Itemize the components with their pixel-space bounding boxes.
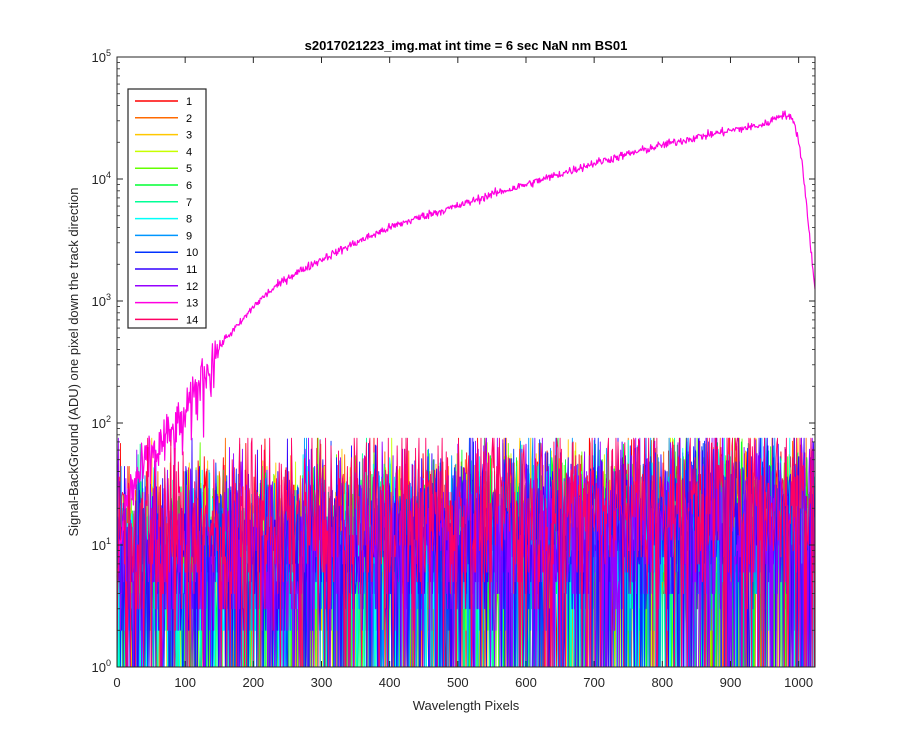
legend-label-8: 8 (186, 214, 192, 226)
x-tick-label: 800 (651, 675, 673, 690)
legend-label-3: 3 (186, 130, 192, 142)
y-tick-label: 102 (92, 414, 111, 431)
x-tick-label: 0 (113, 675, 120, 690)
y-tick-label: 105 (92, 48, 111, 65)
x-tick-label: 700 (583, 675, 605, 690)
series-line-14 (116, 437, 816, 668)
x-tick-label: 200 (242, 675, 264, 690)
series-line-13 (116, 110, 816, 577)
x-tick-label: 900 (720, 675, 742, 690)
y-tick-label: 103 (92, 292, 111, 309)
x-tick-label: 100 (174, 675, 196, 690)
x-tick-label: 500 (447, 675, 469, 690)
legend-label-2: 2 (186, 113, 192, 125)
x-tick-label: 600 (515, 675, 537, 690)
series-layer (116, 110, 816, 668)
legend-label-6: 6 (186, 180, 192, 192)
x-tick-label: 300 (311, 675, 333, 690)
ticks-layer: 0 100 200 300 400 500 600 700 800 900 100010010110… (92, 48, 815, 690)
legend-label-14: 14 (186, 314, 198, 326)
y-tick-label: 101 (92, 536, 111, 553)
x-axis-title: Wavelength Pixels (413, 698, 520, 713)
y-tick-label: 100 (92, 658, 111, 675)
legend-label-9: 9 (186, 230, 192, 242)
legend-label-4: 4 (186, 146, 192, 158)
legend-label-11: 11 (186, 264, 197, 276)
y-tick-label: 104 (92, 170, 111, 187)
x-tick-label: 1000 (784, 675, 813, 690)
legend-label-1: 1 (186, 96, 192, 108)
legend-label-13: 13 (186, 298, 198, 310)
legend-label-7: 7 (186, 197, 192, 209)
x-tick-label: 400 (379, 675, 401, 690)
legend-label-12: 12 (186, 281, 198, 293)
y-axis-title: Signal-BackGround (ADU) one pixel down t… (66, 187, 81, 536)
plot-frame (116, 56, 816, 668)
legend-label-10: 10 (186, 247, 198, 259)
legend-label-5: 5 (186, 163, 192, 175)
chart-title: s2017021223_img.mat int time = 6 sec NaN… (305, 38, 628, 53)
legend-box (127, 88, 207, 329)
